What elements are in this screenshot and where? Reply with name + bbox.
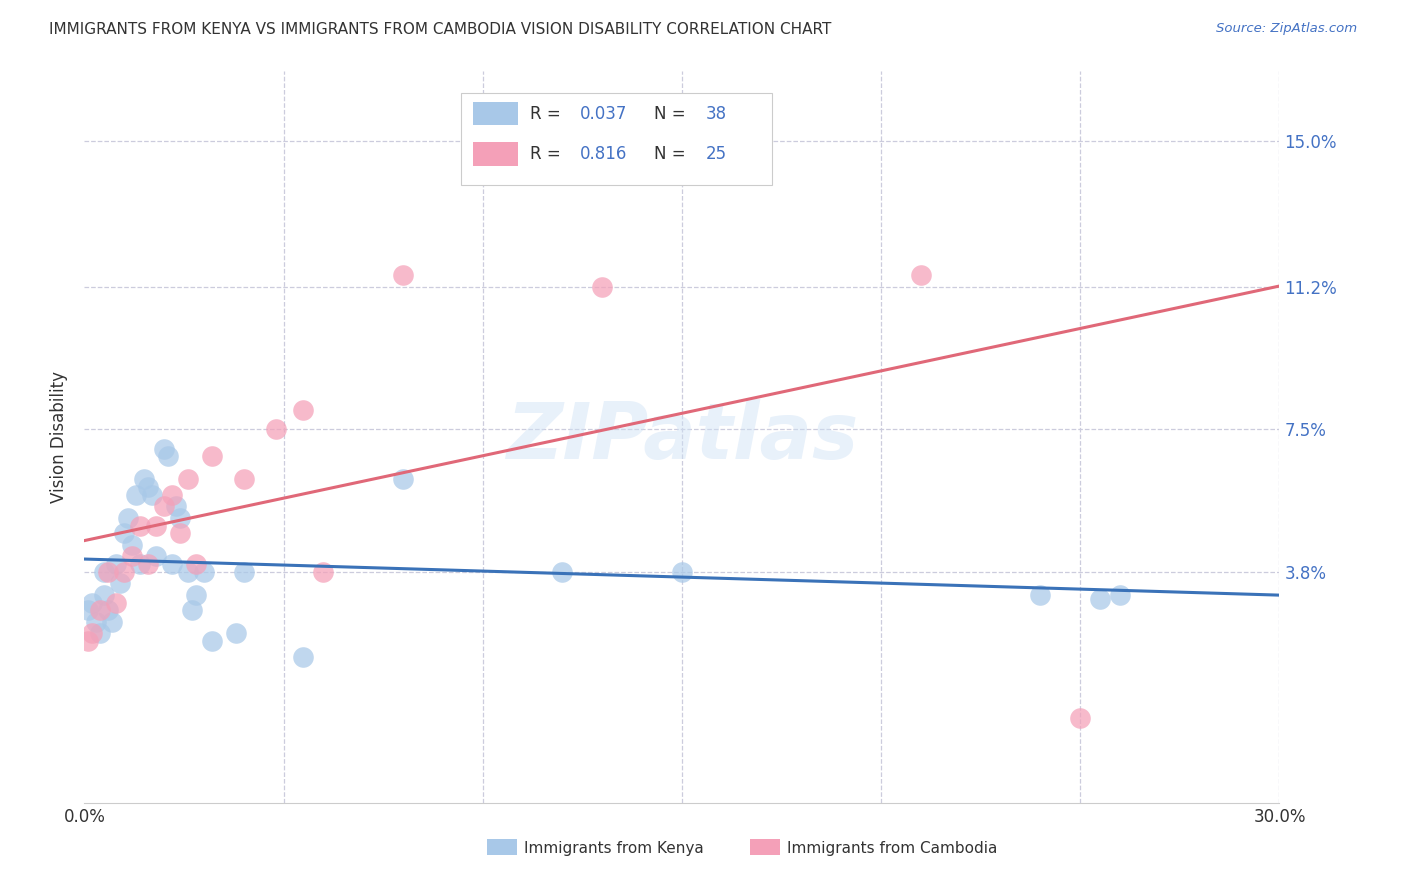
Text: Source: ZipAtlas.com: Source: ZipAtlas.com: [1216, 22, 1357, 36]
Point: [153, 500, 176, 514]
Text: N =: N =: [654, 145, 692, 163]
Point: [145, 549, 167, 564]
Point: [89, 603, 111, 617]
Point: [117, 511, 139, 525]
Text: 38: 38: [706, 104, 727, 123]
Point: [181, 603, 204, 617]
Point: [105, 557, 128, 571]
Point: [160, 488, 183, 502]
Point: [125, 488, 148, 502]
Text: R =: R =: [530, 104, 567, 123]
Point: [201, 450, 224, 464]
Text: 25: 25: [706, 145, 727, 163]
Point: [82, 596, 104, 610]
Text: ZIPatlas: ZIPatlas: [506, 399, 858, 475]
Point: [129, 557, 152, 571]
Point: [136, 557, 159, 571]
Point: [121, 538, 143, 552]
Point: [145, 518, 167, 533]
Point: [77, 603, 100, 617]
Text: N =: N =: [654, 104, 692, 123]
Text: Immigrants from Cambodia: Immigrants from Cambodia: [787, 840, 997, 855]
Point: [671, 565, 693, 579]
Point: [910, 268, 932, 283]
Point: [392, 268, 415, 283]
Point: [97, 603, 120, 617]
Bar: [472, 143, 519, 166]
Point: [169, 511, 191, 525]
Point: [232, 565, 254, 579]
Point: [177, 565, 200, 579]
Point: [1109, 588, 1132, 602]
Point: [93, 588, 115, 602]
Point: [101, 615, 124, 629]
Point: [93, 565, 115, 579]
Point: [1029, 588, 1052, 602]
Point: [153, 442, 176, 456]
Point: [86, 615, 108, 629]
Point: [89, 626, 111, 640]
Point: [110, 576, 132, 591]
Text: 0.816: 0.816: [581, 145, 627, 163]
Text: Immigrants from Kenya: Immigrants from Kenya: [524, 840, 704, 855]
Bar: [461, 94, 772, 185]
Point: [169, 526, 191, 541]
Bar: [749, 839, 780, 855]
Point: [157, 450, 180, 464]
Point: [129, 518, 152, 533]
Point: [97, 565, 120, 579]
Point: [1090, 591, 1112, 606]
Point: [1069, 711, 1091, 725]
Point: [82, 626, 104, 640]
Point: [264, 422, 287, 436]
Point: [160, 557, 183, 571]
Point: [201, 634, 224, 648]
Point: [184, 557, 207, 571]
Point: [193, 565, 215, 579]
Y-axis label: Vision Disability: Vision Disability: [49, 371, 67, 503]
Text: 0.037: 0.037: [581, 104, 627, 123]
Point: [232, 472, 254, 486]
Point: [141, 488, 163, 502]
Point: [184, 588, 207, 602]
Bar: [486, 839, 517, 855]
Point: [292, 649, 315, 664]
Point: [112, 565, 135, 579]
Point: [105, 596, 128, 610]
Point: [591, 280, 613, 294]
Point: [392, 472, 415, 486]
Point: [112, 526, 135, 541]
Point: [551, 565, 574, 579]
Point: [136, 480, 159, 494]
Point: [177, 472, 200, 486]
Text: R =: R =: [530, 145, 567, 163]
Point: [132, 472, 156, 486]
Point: [292, 403, 315, 417]
Point: [312, 565, 335, 579]
Point: [121, 549, 143, 564]
Point: [225, 626, 247, 640]
Point: [77, 634, 100, 648]
Bar: [472, 102, 519, 126]
Text: IMMIGRANTS FROM KENYA VS IMMIGRANTS FROM CAMBODIA VISION DISABILITY CORRELATION : IMMIGRANTS FROM KENYA VS IMMIGRANTS FROM…: [49, 22, 831, 37]
Point: [165, 500, 187, 514]
Point: [710, 141, 733, 155]
